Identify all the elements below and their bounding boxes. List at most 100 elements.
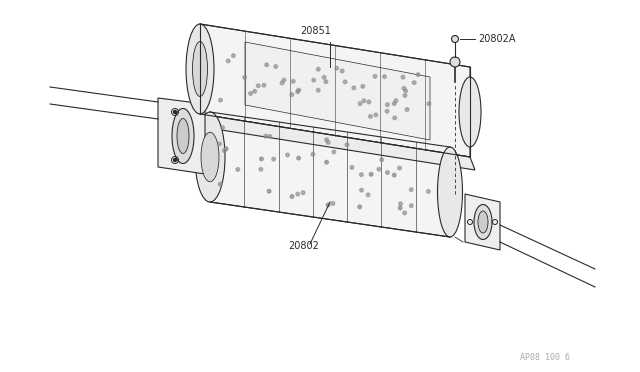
Circle shape	[173, 110, 177, 113]
Circle shape	[352, 86, 356, 90]
Circle shape	[324, 80, 328, 84]
Polygon shape	[210, 112, 450, 237]
Ellipse shape	[459, 77, 481, 147]
Circle shape	[403, 94, 407, 97]
Circle shape	[410, 188, 413, 192]
Circle shape	[385, 103, 389, 106]
Circle shape	[362, 99, 365, 103]
Circle shape	[412, 81, 416, 84]
Circle shape	[225, 147, 228, 151]
Circle shape	[173, 158, 177, 161]
Circle shape	[366, 193, 370, 197]
Circle shape	[317, 67, 320, 71]
Circle shape	[360, 188, 364, 192]
Ellipse shape	[177, 119, 189, 154]
Circle shape	[326, 141, 330, 144]
Circle shape	[416, 73, 420, 77]
Circle shape	[291, 80, 295, 83]
Circle shape	[403, 211, 406, 215]
Circle shape	[392, 173, 396, 177]
Circle shape	[367, 100, 371, 104]
Circle shape	[377, 167, 381, 171]
Circle shape	[232, 54, 236, 57]
Circle shape	[219, 182, 222, 186]
Circle shape	[326, 203, 330, 207]
Circle shape	[410, 204, 413, 208]
Polygon shape	[158, 98, 205, 174]
Circle shape	[262, 83, 266, 87]
Circle shape	[236, 168, 239, 171]
Circle shape	[361, 84, 365, 88]
Circle shape	[260, 157, 263, 161]
Ellipse shape	[438, 147, 463, 237]
Circle shape	[397, 166, 401, 170]
Circle shape	[280, 81, 284, 85]
Circle shape	[268, 189, 271, 193]
Ellipse shape	[172, 109, 194, 164]
Circle shape	[427, 102, 431, 105]
Polygon shape	[245, 42, 430, 140]
Text: 20851: 20851	[300, 26, 331, 36]
Circle shape	[401, 75, 404, 79]
Circle shape	[385, 109, 389, 113]
Ellipse shape	[193, 42, 207, 96]
Circle shape	[343, 80, 347, 84]
Circle shape	[297, 156, 300, 160]
Circle shape	[219, 98, 222, 102]
Circle shape	[350, 166, 354, 169]
Circle shape	[312, 78, 316, 82]
Circle shape	[374, 113, 378, 117]
Circle shape	[324, 138, 328, 141]
Circle shape	[285, 153, 289, 157]
Circle shape	[274, 65, 278, 68]
Circle shape	[221, 126, 225, 129]
Circle shape	[427, 190, 430, 193]
Ellipse shape	[478, 211, 488, 233]
Circle shape	[399, 202, 403, 206]
Circle shape	[296, 192, 300, 196]
Circle shape	[345, 143, 349, 147]
Text: AP08 100 6: AP08 100 6	[520, 353, 570, 362]
Circle shape	[386, 171, 389, 174]
Circle shape	[272, 157, 275, 161]
Ellipse shape	[201, 132, 219, 182]
Circle shape	[257, 84, 260, 87]
Circle shape	[405, 108, 409, 111]
Circle shape	[402, 87, 406, 90]
Circle shape	[398, 206, 402, 210]
Circle shape	[311, 153, 315, 156]
Circle shape	[265, 63, 268, 67]
Circle shape	[268, 135, 271, 138]
Ellipse shape	[195, 112, 225, 202]
Circle shape	[358, 102, 362, 105]
Circle shape	[380, 158, 383, 161]
Circle shape	[369, 173, 373, 176]
Circle shape	[340, 69, 344, 73]
Circle shape	[392, 102, 396, 105]
Circle shape	[331, 202, 335, 205]
Circle shape	[253, 90, 257, 93]
Polygon shape	[200, 24, 470, 157]
Circle shape	[360, 173, 363, 176]
Circle shape	[301, 191, 305, 195]
Circle shape	[383, 75, 387, 78]
Circle shape	[290, 93, 294, 96]
Ellipse shape	[474, 205, 492, 240]
Circle shape	[282, 78, 286, 82]
Circle shape	[450, 57, 460, 67]
Circle shape	[393, 116, 397, 120]
Circle shape	[297, 88, 301, 92]
Text: 20802: 20802	[288, 241, 319, 251]
Circle shape	[223, 149, 226, 153]
Circle shape	[259, 167, 262, 171]
Circle shape	[325, 160, 328, 164]
Circle shape	[404, 89, 408, 93]
Circle shape	[394, 99, 397, 103]
Circle shape	[264, 134, 268, 138]
Circle shape	[335, 66, 339, 70]
Circle shape	[323, 76, 326, 79]
Circle shape	[227, 59, 230, 63]
Circle shape	[296, 90, 300, 93]
Circle shape	[316, 89, 320, 92]
Circle shape	[358, 205, 362, 209]
